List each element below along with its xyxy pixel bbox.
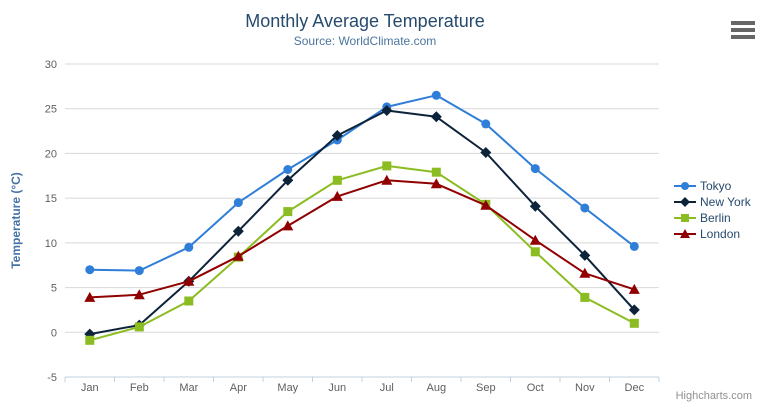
- data-point[interactable]: [283, 165, 293, 174]
- x-tick-label: Oct: [527, 382, 544, 394]
- data-point[interactable]: [430, 111, 442, 123]
- data-point[interactable]: [183, 275, 195, 286]
- data-point[interactable]: [232, 225, 244, 237]
- legend-marker-square-icon: [674, 214, 696, 222]
- data-point[interactable]: [184, 242, 194, 252]
- series-line-tokyo[interactable]: [88, 94, 636, 272]
- legend-item-new-york[interactable]: New York: [674, 194, 751, 210]
- data-point[interactable]: [184, 296, 194, 306]
- data-point[interactable]: [85, 335, 95, 345]
- data-point[interactable]: [382, 161, 392, 171]
- data-point: [681, 182, 689, 190]
- data-point: [681, 214, 689, 222]
- data-point: [680, 197, 690, 207]
- data-point[interactable]: [629, 318, 639, 328]
- y-tick-label: 25: [45, 104, 57, 116]
- y-tick-label: 15: [45, 193, 57, 205]
- y-tick-label: 0: [51, 327, 57, 339]
- legend-label: Berlin: [700, 211, 731, 225]
- y-tick-label: -5: [47, 372, 57, 384]
- series-line-berlin[interactable]: [88, 164, 636, 342]
- data-point[interactable]: [331, 130, 343, 141]
- export-menu-button[interactable]: [731, 21, 755, 41]
- data-point[interactable]: [480, 147, 492, 158]
- data-point[interactable]: [331, 190, 343, 201]
- data-point[interactable]: [481, 119, 491, 129]
- x-tick-label: Apr: [230, 382, 247, 394]
- x-tick-label: Jul: [380, 382, 394, 394]
- data-point[interactable]: [628, 283, 640, 294]
- y-axis-title: Temperature (°C): [9, 172, 23, 269]
- data-point[interactable]: [134, 322, 144, 332]
- legend-item-london[interactable]: London: [674, 226, 751, 242]
- data-point[interactable]: [84, 291, 96, 302]
- legend-label: New York: [700, 195, 751, 209]
- series-line-new-york[interactable]: [88, 109, 636, 336]
- series-line-london[interactable]: [88, 179, 636, 299]
- hamburger-icon: [731, 28, 755, 32]
- chart-title: Monthly Average Temperature: [245, 11, 485, 31]
- hamburger-icon: [731, 21, 755, 25]
- data-point[interactable]: [381, 174, 393, 185]
- data-point[interactable]: [480, 199, 492, 210]
- x-tick-label: Feb: [130, 382, 149, 394]
- data-point[interactable]: [628, 304, 640, 316]
- highcharts-credit-link[interactable]: Highcharts.com: [675, 390, 752, 402]
- x-tick-label: Aug: [427, 382, 447, 394]
- x-tick-label: Jun: [328, 382, 346, 394]
- data-point[interactable]: [233, 198, 243, 208]
- legend-marker-diamond-icon: [674, 197, 696, 207]
- data-point[interactable]: [580, 203, 590, 213]
- data-point[interactable]: [629, 241, 639, 251]
- data-point[interactable]: [580, 292, 590, 302]
- x-tick-label: Mar: [179, 382, 198, 394]
- data-point[interactable]: [282, 174, 294, 186]
- legend: Tokyo New York Berlin London: [674, 178, 751, 242]
- data-point[interactable]: [134, 266, 144, 276]
- x-tick-label: Dec: [625, 382, 645, 394]
- data-point[interactable]: [282, 220, 294, 231]
- legend-marker-triangle-icon: [674, 229, 696, 238]
- x-tick-label: May: [277, 382, 298, 394]
- data-point[interactable]: [85, 265, 95, 275]
- data-point[interactable]: [579, 249, 591, 261]
- x-tick-label: Jan: [81, 382, 99, 394]
- data-point[interactable]: [430, 178, 442, 189]
- data-point[interactable]: [133, 289, 145, 300]
- data-point[interactable]: [529, 234, 541, 245]
- hamburger-icon: [731, 35, 755, 39]
- data-point[interactable]: [283, 207, 293, 217]
- data-point[interactable]: [332, 175, 342, 185]
- y-tick-label: 30: [45, 59, 57, 71]
- data-point[interactable]: [431, 90, 441, 100]
- data-point[interactable]: [529, 200, 541, 212]
- x-tick-label: Sep: [476, 382, 496, 394]
- data-point[interactable]: [530, 164, 540, 174]
- data-point[interactable]: [530, 247, 540, 257]
- y-tick-label: 5: [51, 283, 57, 295]
- data-point[interactable]: [381, 105, 393, 116]
- legend-label: London: [700, 227, 741, 241]
- chart-subtitle: Source: WorldClimate.com: [293, 34, 437, 48]
- legend-marker-circle-icon: [674, 182, 696, 190]
- legend-item-berlin[interactable]: Berlin: [674, 210, 751, 226]
- data-point[interactable]: [579, 267, 591, 278]
- y-tick-label: 10: [45, 238, 57, 250]
- data-point[interactable]: [431, 167, 441, 177]
- x-tick-label: Nov: [575, 382, 595, 394]
- legend-item-tokyo[interactable]: Tokyo: [674, 178, 751, 194]
- data-point: [680, 229, 690, 238]
- y-tick-label: 20: [45, 148, 57, 160]
- data-point[interactable]: [232, 250, 244, 261]
- legend-label: Tokyo: [700, 179, 732, 193]
